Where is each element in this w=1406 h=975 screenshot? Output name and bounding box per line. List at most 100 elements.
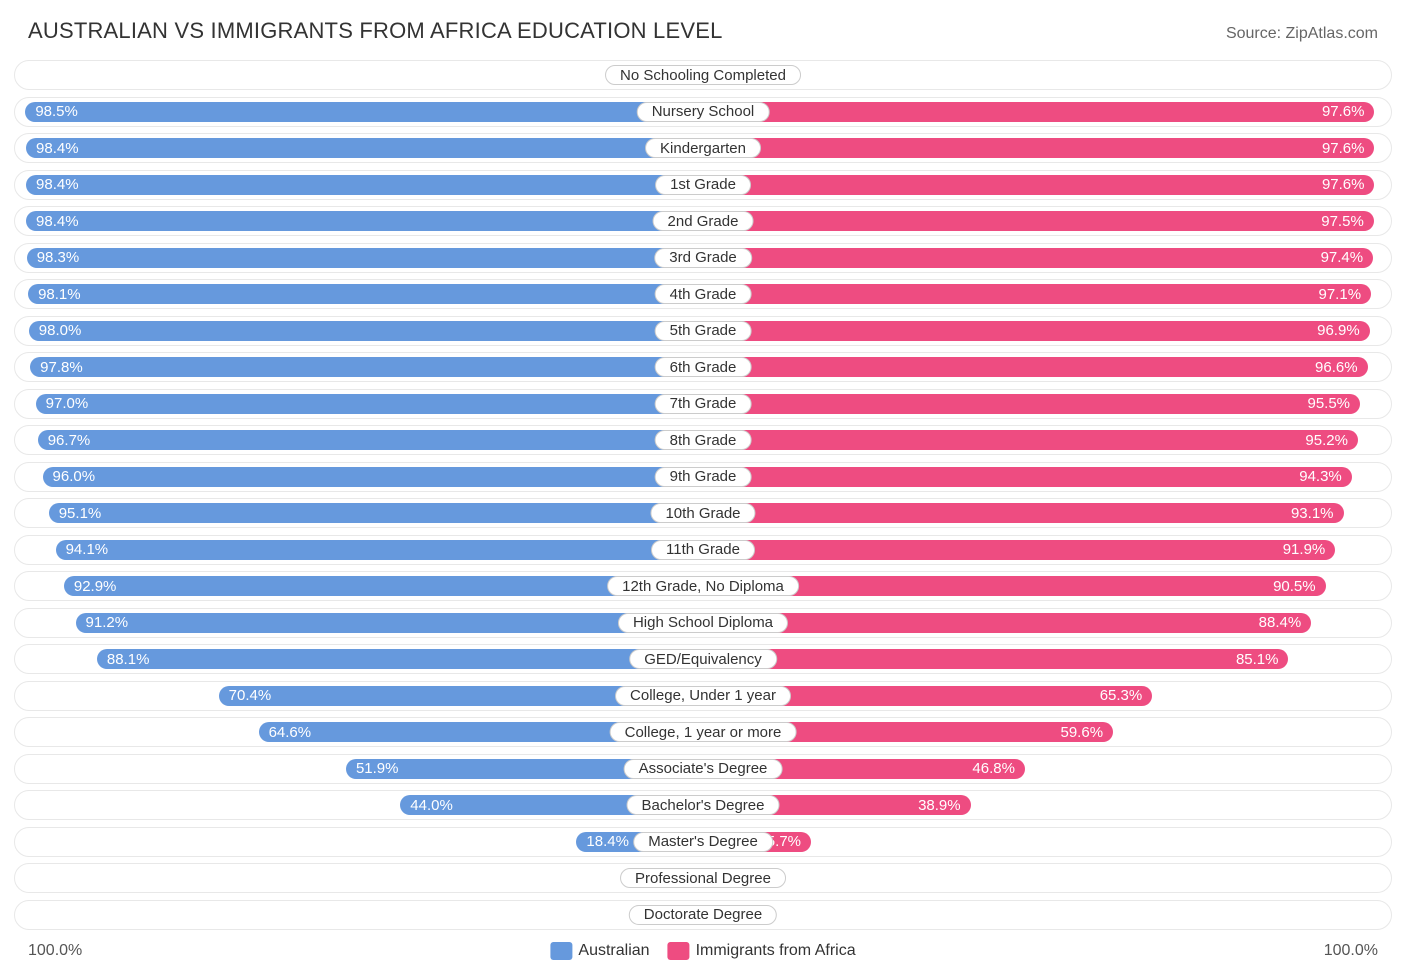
chart-row: 2.4%2.0%Doctorate Degree [14, 900, 1392, 930]
row-label: College, 1 year or more [610, 722, 797, 742]
source-prefix: Source: [1226, 25, 1286, 42]
value-right: 97.6% [1322, 103, 1365, 120]
legend-item-right: Immigrants from Africa [668, 942, 856, 960]
row-label: Doctorate Degree [629, 905, 777, 925]
chart-row: 92.9%90.5%12th Grade, No Diploma [14, 571, 1392, 601]
legend-label-right: Immigrants from Africa [696, 942, 856, 960]
value-left: 98.4% [36, 213, 79, 230]
value-left: 98.1% [38, 286, 81, 303]
chart-row: 98.4%97.6%1st Grade [14, 170, 1392, 200]
bar-left: 95.1% [49, 503, 703, 523]
bar-right: 85.1% [703, 649, 1288, 669]
value-right: 94.3% [1299, 468, 1342, 485]
bar-left: 91.2% [76, 613, 703, 633]
value-right: 88.4% [1259, 614, 1302, 631]
legend-label-left: Australian [578, 942, 649, 960]
value-right: 97.5% [1321, 213, 1364, 230]
value-right: 97.6% [1322, 140, 1365, 157]
row-label: Master's Degree [633, 832, 773, 852]
chart-row: 98.3%97.4%3rd Grade [14, 243, 1392, 273]
value-left: 98.4% [36, 140, 79, 157]
row-label: College, Under 1 year [615, 686, 791, 706]
chart-row: 98.0% 96.9% 5th Grade [14, 316, 1392, 346]
bar-right: 94.3% [703, 467, 1352, 487]
row-label: 2nd Grade [653, 211, 754, 231]
value-right: 38.9% [918, 797, 961, 814]
bar-left: 96.0% [43, 467, 703, 487]
value-left: 97.8% [40, 359, 83, 376]
bar-left: 98.1% [28, 284, 703, 304]
value-left: 18.4% [586, 833, 629, 850]
value-right: 46.8% [972, 760, 1015, 777]
value-left: 94.1% [66, 541, 109, 558]
chart-row: 70.4% 65.3% College, Under 1 year [14, 681, 1392, 711]
value-right: 95.2% [1305, 432, 1348, 449]
row-label: 12th Grade, No Diploma [607, 576, 799, 596]
row-label: High School Diploma [618, 613, 788, 633]
row-label: No Schooling Completed [605, 65, 801, 85]
source-attribution: Source: ZipAtlas.com [1226, 25, 1378, 43]
row-label: 9th Grade [655, 467, 752, 487]
bar-left: 94.1% [56, 540, 703, 560]
legend-item-left: Australian [550, 942, 649, 960]
row-label: GED/Equivalency [629, 649, 777, 669]
chart-title: AUSTRALIAN VS IMMIGRANTS FROM AFRICA EDU… [28, 18, 723, 44]
row-label: Associate's Degree [624, 759, 783, 779]
chart-row: 88.1% 85.1% GED/Equivalency [14, 644, 1392, 674]
bar-right: 95.5% [703, 394, 1360, 414]
chart-row: 98.4% 97.5% 2nd Grade [14, 206, 1392, 236]
value-left: 98.5% [35, 103, 78, 120]
value-left: 96.7% [48, 432, 91, 449]
bar-left: 97.0% [36, 394, 703, 414]
bar-right: 96.6% [703, 357, 1368, 377]
value-right: 97.6% [1322, 176, 1365, 193]
value-right: 91.9% [1283, 541, 1326, 558]
row-label: Nursery School [637, 102, 770, 122]
row-label: Bachelor's Degree [627, 795, 780, 815]
chart-row: 44.0%38.9%Bachelor's Degree [14, 790, 1392, 820]
value-right: 96.9% [1317, 322, 1360, 339]
bar-left: 88.1% [97, 649, 703, 669]
chart-row: 97.8% 96.6% 6th Grade [14, 352, 1392, 382]
bar-right: 96.9% [703, 321, 1370, 341]
bar-left: 98.3% [27, 248, 703, 268]
value-right: 90.5% [1273, 578, 1316, 595]
row-label: 11th Grade [651, 540, 755, 560]
diverging-bar-chart: 1.6%2.4%No Schooling Completed98.5%97.6%… [0, 54, 1406, 930]
row-label: 10th Grade [650, 503, 755, 523]
value-right: 65.3% [1100, 687, 1143, 704]
chart-row: 96.7%95.2%8th Grade [14, 425, 1392, 455]
row-label: 7th Grade [655, 394, 752, 414]
value-left: 51.9% [356, 760, 399, 777]
bar-right: 97.1% [703, 284, 1371, 304]
value-left: 64.6% [269, 724, 312, 741]
bar-right: 97.6% [703, 102, 1374, 122]
value-left: 95.1% [59, 505, 102, 522]
row-label: 6th Grade [655, 357, 752, 377]
value-left: 98.3% [37, 249, 80, 266]
bar-left: 98.4% [26, 175, 703, 195]
bar-left: 98.4% [26, 138, 703, 158]
row-label: Kindergarten [645, 138, 761, 158]
row-label: 5th Grade [655, 321, 752, 341]
value-right: 97.1% [1319, 286, 1362, 303]
bar-right: 97.4% [703, 248, 1373, 268]
bar-left: 98.4% [26, 211, 703, 231]
chart-row: 5.9%4.6%Professional Degree [14, 863, 1392, 893]
bar-right: 97.6% [703, 175, 1374, 195]
bar-left: 98.0% [29, 321, 703, 341]
value-right: 95.5% [1307, 395, 1350, 412]
bar-right: 91.9% [703, 540, 1335, 560]
bar-right: 97.6% [703, 138, 1374, 158]
chart-row: 94.1% 91.9% 11th Grade [14, 535, 1392, 565]
axis-label-right: 100.0% [1324, 942, 1378, 960]
chart-row: 91.2% 88.4% High School Diploma [14, 608, 1392, 638]
value-right: 93.1% [1291, 505, 1334, 522]
value-right: 96.6% [1315, 359, 1358, 376]
bar-left: 97.8% [30, 357, 703, 377]
value-left: 70.4% [229, 687, 272, 704]
value-right: 85.1% [1236, 651, 1279, 668]
value-left: 97.0% [46, 395, 89, 412]
legend-swatch-left [550, 942, 572, 960]
bar-left: 98.5% [25, 102, 703, 122]
